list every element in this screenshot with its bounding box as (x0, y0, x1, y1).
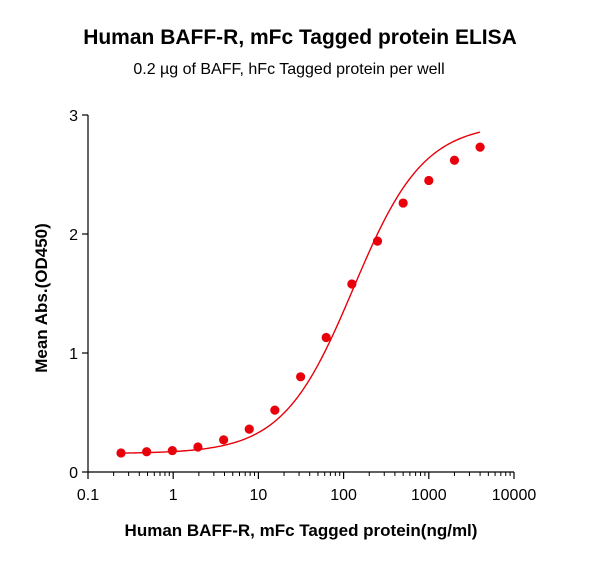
x-axis-label: Human BAFF-R, mFc Tagged protein(ng/ml) (124, 521, 478, 540)
data-point (270, 405, 280, 415)
x-tick-label: 10000 (492, 487, 537, 504)
x-tick-label: 1000 (411, 487, 447, 504)
data-point (398, 198, 408, 208)
x-tick-label: 100 (330, 487, 357, 504)
data-point (116, 448, 126, 458)
data-point (193, 442, 203, 452)
fit-curve (121, 131, 481, 454)
chart-subtitle: 0.2 µg of BAFF, hFc Tagged protein per w… (133, 61, 445, 78)
data-point (372, 236, 383, 246)
y-tick-label: 3 (69, 108, 78, 125)
data-point (321, 332, 331, 343)
axes: 0 1 2 3 0.1 1 10 100 1000 10000 (69, 108, 536, 504)
y-axis-label: Mean Abs.(OD450) (32, 223, 51, 373)
y-tick-label: 0 (69, 465, 78, 482)
data-point (296, 372, 306, 382)
data-points-layer (116, 142, 485, 458)
data-point (167, 445, 177, 456)
data-point (475, 142, 485, 152)
x-tick-label: 0.1 (77, 487, 99, 504)
data-point (449, 155, 460, 165)
y-tick-label: 1 (69, 346, 78, 363)
data-point (424, 175, 434, 186)
data-point (142, 447, 152, 457)
x-tick-label: 10 (250, 487, 268, 504)
data-point (347, 279, 357, 289)
data-point (244, 424, 254, 434)
chart-title: Human BAFF-R, mFc Tagged protein ELISA (83, 26, 517, 49)
data-point (219, 435, 229, 445)
x-tick-label: 1 (169, 487, 178, 504)
fit-curve-layer (121, 131, 481, 454)
y-tick-label: 2 (69, 227, 78, 244)
